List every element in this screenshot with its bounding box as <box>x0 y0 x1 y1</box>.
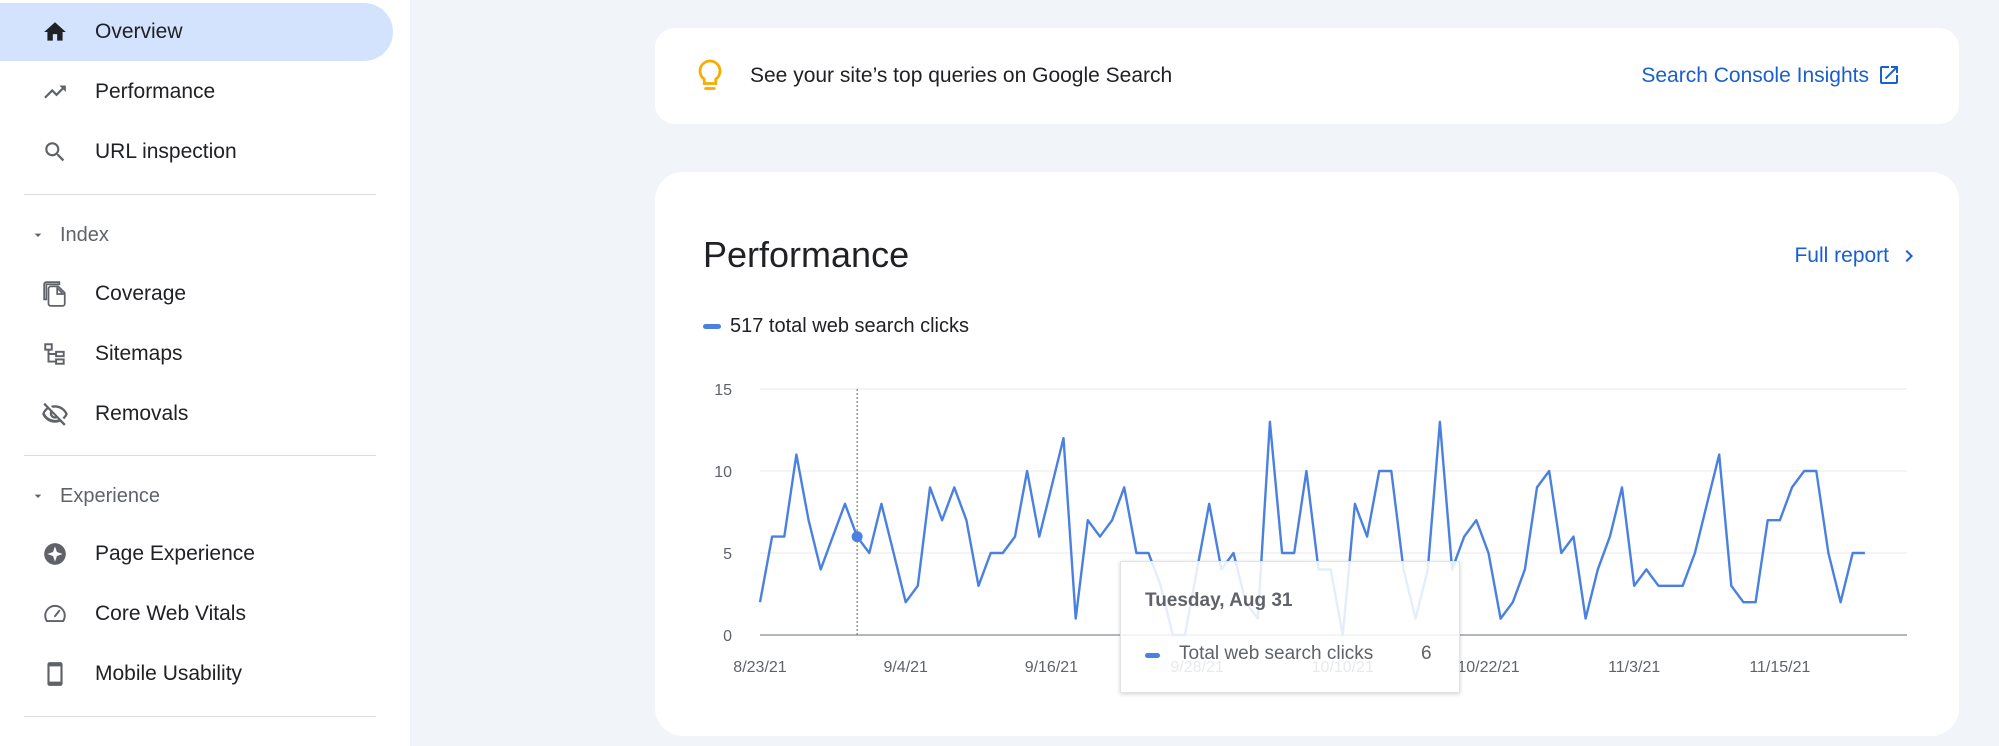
hover-point <box>851 531 863 543</box>
chart-tooltip: Tuesday, Aug 31 Total web search clicks … <box>1120 561 1460 693</box>
search-console-insights-link[interactable]: Search Console Insights <box>1641 64 1869 87</box>
sitemap-icon <box>40 339 70 369</box>
nav-item-mobile-usability[interactable]: Mobile Usability <box>0 645 393 703</box>
y-tick-label: 10 <box>714 464 732 481</box>
nav-item-label: Core Web Vitals <box>95 602 246 625</box>
insights-card: See your site’s top queries on Google Se… <box>655 28 1959 124</box>
chevron-right-icon[interactable] <box>1897 244 1921 268</box>
nav-item-core-web-vitals[interactable]: Core Web Vitals <box>0 585 393 643</box>
x-tick-label: 9/4/21 <box>883 659 928 676</box>
sidebar-divider <box>24 194 376 195</box>
section-header-label: Index <box>60 223 109 246</box>
nav-item-label: Page Experience <box>95 542 255 565</box>
nav-item-label: Sitemaps <box>95 342 183 365</box>
trending-up-icon <box>40 77 70 107</box>
eye-off-icon <box>40 399 70 429</box>
series-line <box>758 420 1865 637</box>
chart-legend: 517 total web search clicks <box>703 315 969 338</box>
tooltip-value: 6 <box>1421 643 1432 664</box>
y-tick-label: 5 <box>723 546 732 563</box>
performance-title: Performance <box>703 234 910 275</box>
performance-card: Performance Full report 517 total web se… <box>655 172 1959 736</box>
legend-label: 517 total web search clicks <box>730 315 970 337</box>
nav-item-label: Performance <box>95 80 216 103</box>
nav-item-label: Coverage <box>95 282 187 305</box>
section-header-experience[interactable]: Experience <box>0 476 380 516</box>
caret-down-icon <box>34 233 42 237</box>
sidebar-divider <box>24 455 376 456</box>
legend-swatch <box>703 324 721 329</box>
nav-item-label: Mobile Usability <box>95 662 243 685</box>
nav-item-page-experience[interactable]: Page Experience <box>0 525 393 583</box>
nav-item-sitemaps[interactable]: Sitemaps <box>0 325 393 383</box>
nav-item-removals[interactable]: Removals <box>0 385 393 443</box>
caret-down-icon <box>34 494 42 498</box>
y-tick-label: 15 <box>714 382 732 399</box>
home-icon <box>40 17 70 47</box>
y-tick-label: 0 <box>723 628 732 645</box>
section-header-index[interactable]: Index <box>0 215 380 255</box>
nav-item-overview[interactable]: Overview <box>0 3 393 61</box>
page-experience-icon <box>40 539 70 569</box>
x-tick-label: 10/22/21 <box>1457 659 1519 676</box>
nav-item-label: Overview <box>95 20 183 43</box>
tooltip-date: Tuesday, Aug 31 <box>1145 590 1293 611</box>
smartphone-icon <box>40 659 70 689</box>
nav-item-label: Removals <box>95 402 189 425</box>
x-tick-label: 11/3/21 <box>1608 659 1660 676</box>
lightbulb-icon <box>698 59 722 90</box>
sidebar: Overview Performance URL inspection Inde… <box>0 0 410 746</box>
speedometer-icon <box>40 599 70 629</box>
file-copy-icon <box>40 279 70 309</box>
nav-item-coverage[interactable]: Coverage <box>0 265 393 323</box>
open-in-new-icon[interactable] <box>1877 63 1901 87</box>
nav-item-url-inspection[interactable]: URL inspection <box>0 123 393 181</box>
nav-item-performance[interactable]: Performance <box>0 63 393 121</box>
sidebar-divider <box>24 716 376 717</box>
full-report-link[interactable]: Full report <box>1794 244 1889 267</box>
nav-item-label: URL inspection <box>95 140 237 163</box>
section-header-label: Experience <box>60 484 161 507</box>
tooltip-series-label: Total web search clicks <box>1179 643 1374 664</box>
x-tick-label: 9/16/21 <box>1025 659 1078 676</box>
insights-text: See your site’s top queries on Google Se… <box>750 64 1173 87</box>
main-content: See your site’s top queries on Google Se… <box>410 0 1999 746</box>
x-tick-label: 11/15/21 <box>1749 659 1810 676</box>
search-icon <box>40 137 70 167</box>
tooltip-swatch <box>1145 653 1160 658</box>
x-tick-label: 8/23/21 <box>733 659 786 676</box>
